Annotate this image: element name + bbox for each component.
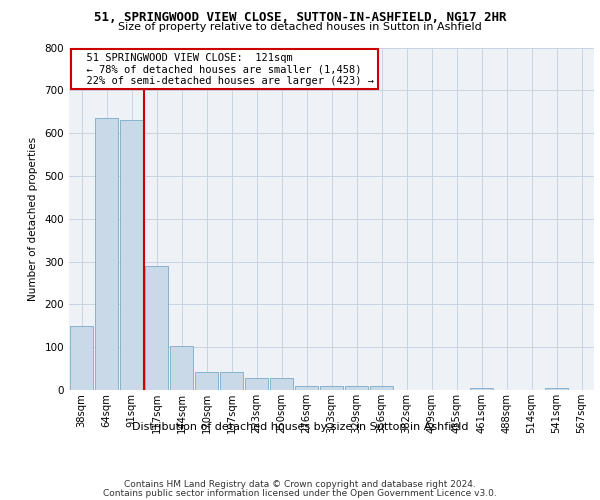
Text: Distribution of detached houses by size in Sutton in Ashfield: Distribution of detached houses by size … [132, 422, 468, 432]
Bar [370, 386, 393, 390]
Text: 51, SPRINGWOOD VIEW CLOSE, SUTTON-IN-ASHFIELD, NG17 2HR: 51, SPRINGWOOD VIEW CLOSE, SUTTON-IN-ASH… [94, 11, 506, 24]
Bar [320, 386, 343, 390]
Bar [270, 378, 293, 390]
Bar [220, 372, 243, 390]
Text: 51 SPRINGWOOD VIEW CLOSE:  121sqm
  ← 78% of detached houses are smaller (1,458): 51 SPRINGWOOD VIEW CLOSE: 121sqm ← 78% o… [74, 52, 374, 86]
Bar [345, 386, 368, 390]
Bar [195, 372, 218, 390]
Bar [170, 346, 193, 390]
Bar [70, 326, 93, 390]
Bar [545, 388, 568, 390]
Bar [295, 386, 318, 390]
Bar [95, 118, 118, 390]
Bar [245, 378, 268, 390]
Bar [145, 266, 168, 390]
Bar [470, 388, 493, 390]
Text: Contains HM Land Registry data © Crown copyright and database right 2024.: Contains HM Land Registry data © Crown c… [124, 480, 476, 489]
Bar [120, 120, 143, 390]
Text: Contains public sector information licensed under the Open Government Licence v3: Contains public sector information licen… [103, 489, 497, 498]
Text: Size of property relative to detached houses in Sutton in Ashfield: Size of property relative to detached ho… [118, 22, 482, 32]
Y-axis label: Number of detached properties: Number of detached properties [28, 136, 38, 301]
